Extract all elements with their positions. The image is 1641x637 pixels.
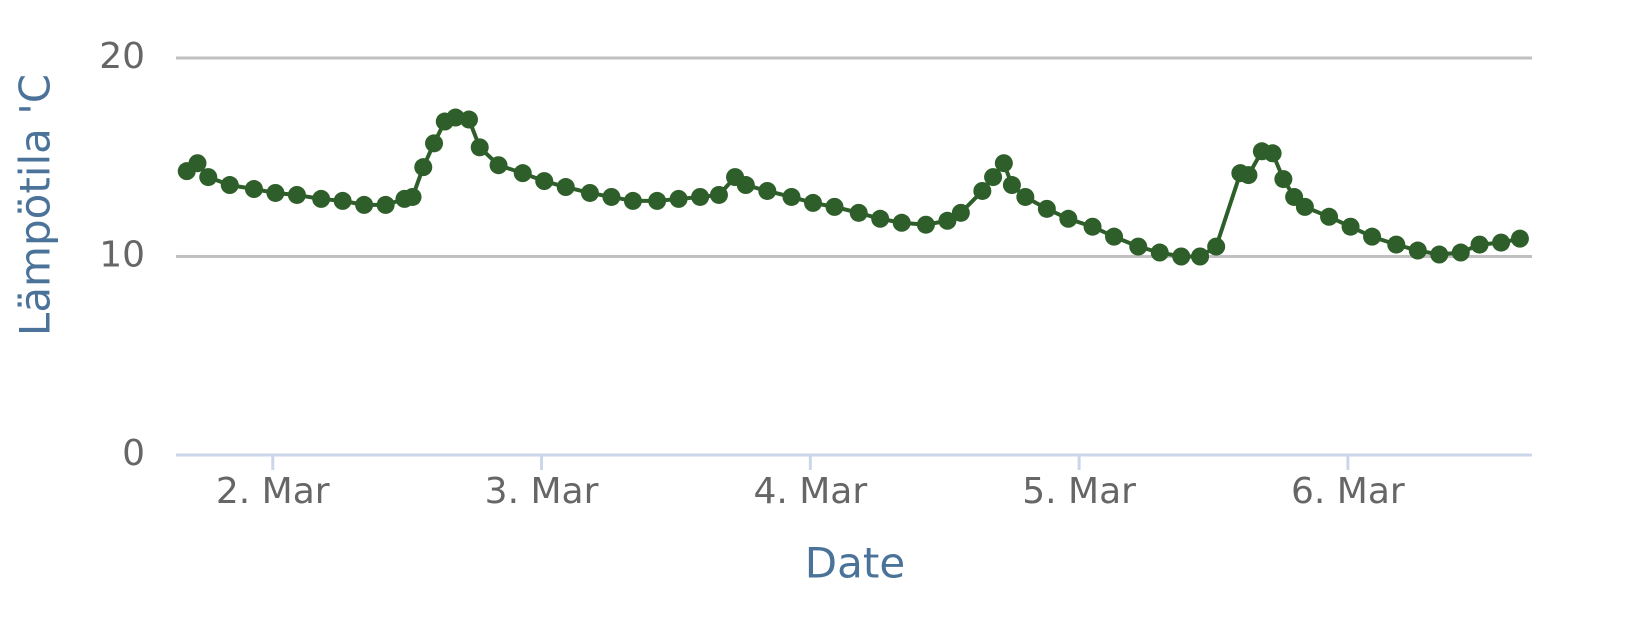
data-point	[782, 187, 801, 206]
data-point	[1430, 245, 1449, 264]
data-point	[355, 195, 374, 214]
data-point	[513, 164, 532, 183]
data-point	[1451, 243, 1470, 262]
data-point	[489, 156, 508, 175]
data-point	[1172, 247, 1191, 266]
data-point	[1341, 217, 1360, 236]
data-point	[648, 191, 667, 210]
y-axis-title: Lämpötila 'C	[11, 74, 60, 336]
data-point	[1320, 207, 1339, 226]
data-point	[425, 134, 444, 153]
data-point	[1059, 209, 1078, 228]
data-point	[446, 108, 465, 127]
data-point	[414, 158, 433, 177]
data-point	[973, 181, 992, 200]
data-point	[825, 197, 844, 216]
data-point	[376, 195, 395, 214]
data-point	[1083, 217, 1102, 236]
data-point	[199, 168, 218, 187]
data-point	[1295, 197, 1314, 216]
data-point	[691, 187, 710, 206]
x-tick-label: 4. Mar	[753, 471, 867, 512]
data-point	[1239, 166, 1258, 185]
x-axis-title: Date	[805, 539, 905, 588]
data-point	[333, 191, 352, 210]
data-point	[266, 183, 285, 202]
data-point	[1150, 243, 1169, 262]
data-point	[804, 193, 823, 212]
data-point	[938, 211, 957, 230]
data-point	[312, 189, 331, 208]
data-point	[1207, 237, 1226, 256]
data-point	[1510, 229, 1529, 248]
data-point	[871, 209, 890, 228]
data-point	[403, 187, 422, 206]
x-tick-label: 2. Mar	[216, 471, 330, 512]
data-point	[535, 172, 554, 191]
y-tick-label: 10	[99, 235, 145, 276]
data-point	[758, 181, 777, 200]
data-point	[623, 191, 642, 210]
data-point	[709, 185, 728, 204]
data-point	[1037, 199, 1056, 218]
data-point	[556, 178, 575, 197]
data-point	[1016, 187, 1035, 206]
series-line	[185, 115, 1521, 259]
data-point	[1470, 235, 1489, 254]
data-point	[951, 203, 970, 222]
data-point	[580, 183, 599, 202]
data-point	[669, 189, 688, 208]
y-tick-label: 0	[122, 433, 145, 474]
data-point	[984, 168, 1003, 187]
data-point	[1263, 144, 1282, 163]
data-point	[1408, 241, 1427, 260]
y-tick-label: 20	[99, 36, 145, 77]
data-point	[244, 180, 263, 199]
data-point	[1002, 176, 1021, 195]
data-point	[1363, 227, 1382, 246]
data-point	[1492, 233, 1511, 252]
data-point	[1129, 237, 1148, 256]
data-point	[188, 154, 207, 173]
data-point	[1191, 247, 1210, 266]
data-point	[849, 203, 868, 222]
data-point	[1274, 170, 1293, 189]
x-tick-label: 3. Mar	[485, 471, 599, 512]
data-point	[994, 154, 1013, 173]
data-point	[602, 187, 621, 206]
data-point	[470, 138, 489, 157]
data-point	[1387, 235, 1406, 254]
x-tick-label: 6. Mar	[1291, 471, 1405, 512]
data-point	[287, 185, 306, 204]
x-tick-label: 5. Mar	[1022, 471, 1136, 512]
data-point	[459, 110, 478, 129]
data-point	[220, 176, 239, 195]
data-point	[1105, 227, 1124, 246]
data-point	[916, 215, 935, 234]
data-point	[736, 176, 755, 195]
data-point	[892, 213, 911, 232]
